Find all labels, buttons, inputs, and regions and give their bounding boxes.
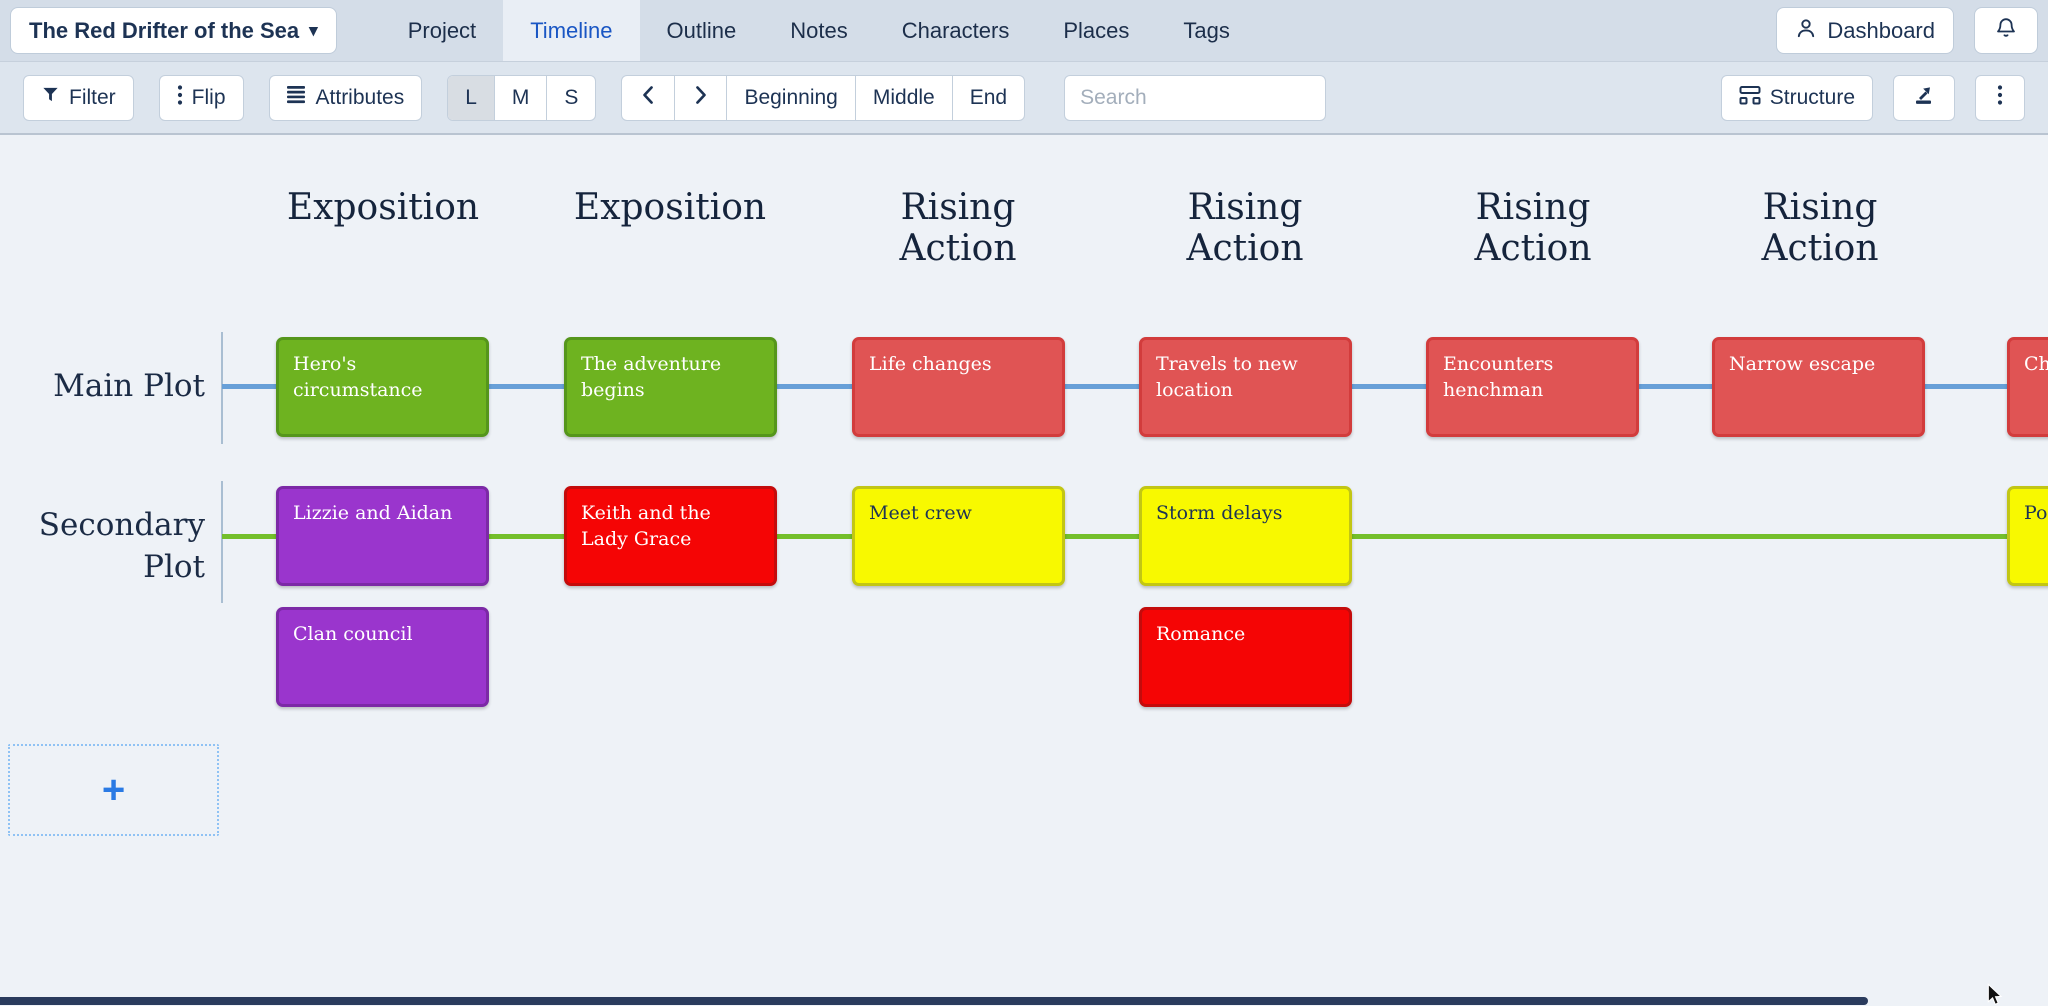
card-title: Meet crew [869, 502, 972, 524]
structure-label: Structure [1769, 85, 1855, 109]
attributes-button[interactable]: Attributes [268, 74, 423, 121]
scene-card[interactable]: Clan council [276, 607, 489, 707]
card-title: Encounters henchman [1443, 353, 1554, 401]
scene-card[interactable]: Hero's circumstance [276, 337, 489, 437]
scene-card[interactable]: Storm delays [1139, 486, 1352, 586]
chevron-right-icon [694, 85, 708, 111]
scene-card[interactable]: Life changes [852, 337, 1065, 437]
tab-characters[interactable]: Characters [901, 17, 1010, 43]
jump-beginning-button[interactable]: Beginning [726, 75, 854, 120]
scene-card[interactable]: The adventure begins [564, 337, 777, 437]
funnel-icon [41, 85, 60, 110]
card-title: Travels to new location [1156, 353, 1298, 401]
topbar-right-group: Dashboard [1776, 7, 2038, 54]
card-title: Clan council [293, 623, 413, 645]
toolbar-right-group: Structure [1720, 74, 2025, 121]
jump-middle-button[interactable]: Middle [854, 75, 952, 120]
dashboard-label: Dashboard [1827, 17, 1935, 43]
timeline-toolbar: Filter Flip Attributes L M S [0, 62, 2048, 135]
column-header-5[interactable]: Rising Action [1474, 187, 1592, 270]
column-header-2[interactable]: Exposition [573, 187, 767, 228]
scene-card[interactable]: Narrow escape [1712, 337, 1925, 437]
size-medium-button[interactable]: M [493, 75, 547, 120]
card-title: Storm delays [1156, 502, 1283, 524]
filter-button[interactable]: Filter [23, 74, 134, 121]
horizontal-scrollbar[interactable] [0, 997, 1868, 1005]
scene-card[interactable]: Cha [2007, 337, 2048, 437]
project-title: The Red Drifter of the Sea [29, 17, 300, 43]
card-size-toggle: L M S [447, 74, 597, 121]
add-plotline-button[interactable]: + [8, 744, 219, 836]
jump-end-button[interactable]: End [951, 75, 1024, 120]
flip-button[interactable]: Flip [158, 74, 244, 121]
tab-notes[interactable]: Notes [790, 17, 848, 43]
chevron-left-icon [641, 85, 655, 111]
attributes-label: Attributes [315, 85, 405, 109]
more-options-button[interactable] [1975, 74, 2025, 121]
size-small-button[interactable]: S [546, 75, 595, 120]
scene-card[interactable]: Keith and the Lady Grace [564, 486, 777, 586]
plus-icon: + [101, 768, 126, 812]
plotline-line-main [222, 384, 2048, 389]
layout-icon [1739, 85, 1761, 111]
column-header-4[interactable]: Rising Action [1186, 187, 1304, 270]
card-title: Cha [2024, 353, 2048, 375]
card-title: Life changes [869, 353, 992, 375]
caret-down-icon: ▾ [309, 20, 318, 40]
card-title: Narrow escape [1729, 353, 1876, 375]
tab-project[interactable]: Project [407, 17, 477, 43]
scroll-left-button[interactable] [622, 76, 674, 120]
scene-card[interactable]: Travels to new location [1139, 337, 1352, 437]
export-button[interactable] [1893, 74, 1955, 121]
plotline-label-main[interactable]: Main Plot [53, 368, 205, 404]
tab-places[interactable]: Places [1063, 17, 1130, 43]
tab-outline[interactable]: Outline [666, 17, 737, 43]
scroll-right-button[interactable] [674, 75, 726, 120]
export-icon [1913, 84, 1935, 112]
top-navigation-bar: The Red Drifter of the Sea ▾ Project Tim… [0, 0, 2048, 62]
card-title: Keith and the Lady Grace [581, 502, 711, 550]
scene-card[interactable]: Lizzie and Aidan [276, 486, 489, 586]
list-icon [286, 85, 307, 110]
structure-button[interactable]: Structure [1720, 74, 1873, 121]
notifications-button[interactable] [1974, 7, 2038, 54]
tab-timeline[interactable]: Timeline [503, 0, 640, 61]
project-title-dropdown[interactable]: The Red Drifter of the Sea ▾ [10, 7, 337, 54]
flip-label: Flip [191, 85, 226, 109]
card-title: The adventure begins [581, 353, 722, 401]
scene-card[interactable]: Encounters henchman [1426, 337, 1639, 437]
timeline-navigation-group: Beginning Middle End [621, 74, 1026, 121]
main-tabs: Project Timeline Outline Notes Character… [381, 0, 1257, 61]
card-title: Poli [2024, 502, 2048, 524]
timeline-canvas: Exposition Exposition Rising Action Risi… [0, 135, 2048, 1006]
kebab-menu-icon [1997, 84, 2003, 112]
column-header-1[interactable]: Exposition [286, 187, 480, 228]
scene-card[interactable]: Meet crew [852, 486, 1065, 586]
column-header-3[interactable]: Rising Action [899, 187, 1017, 270]
plotline-label-secondary[interactable]: Secondary Plot [38, 507, 205, 585]
card-title: Romance [1156, 623, 1246, 645]
tab-tags[interactable]: Tags [1183, 17, 1230, 43]
plotline-line-secondary [222, 534, 2048, 539]
scene-card[interactable]: Romance [1139, 607, 1352, 707]
plotline-divider-secondary [221, 481, 223, 603]
search-input[interactable] [1064, 74, 1327, 121]
size-large-button[interactable]: L [448, 75, 494, 120]
bell-icon [1995, 16, 2017, 45]
filter-label: Filter [69, 85, 116, 109]
column-header-6[interactable]: Rising Action [1761, 187, 1879, 270]
person-icon [1795, 17, 1817, 45]
card-title: Lizzie and Aidan [293, 502, 453, 524]
vertical-dots-icon [177, 84, 183, 112]
mouse-cursor [1986, 983, 2004, 1006]
scene-card[interactable]: Poli [2007, 486, 2048, 586]
dashboard-button[interactable]: Dashboard [1776, 7, 1954, 54]
card-title: Hero's circumstance [293, 353, 423, 401]
